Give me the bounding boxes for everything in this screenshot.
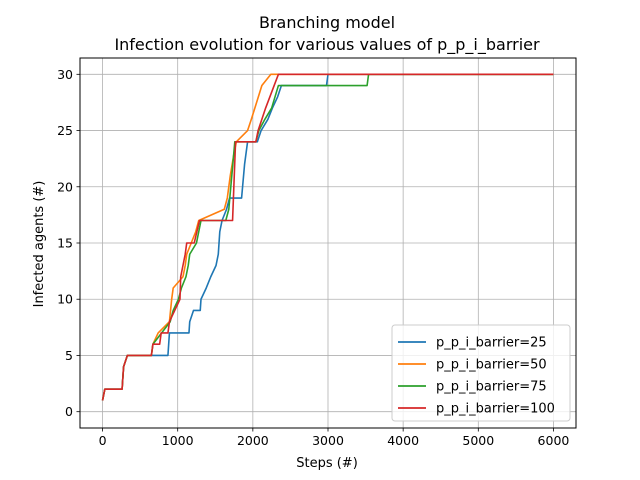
legend-label: p_p_i_barrier=100 xyxy=(436,402,555,417)
y-tick-label: 5 xyxy=(65,348,73,363)
legend-label: p_p_i_barrier=25 xyxy=(436,336,547,351)
y-axis-label: Infected agents (#) xyxy=(32,181,47,308)
x-tick-label: 2000 xyxy=(237,433,269,448)
chart-title: Branching model xyxy=(259,13,395,32)
x-tick-label: 3000 xyxy=(312,433,344,448)
legend-box xyxy=(391,324,571,422)
y-tick-label: 25 xyxy=(57,123,73,138)
series-line-1 xyxy=(101,73,554,401)
y-tick-label: 10 xyxy=(57,292,73,307)
x-tick-label: 0 xyxy=(99,433,107,448)
plot-series xyxy=(101,73,554,401)
x-tick-label: 5000 xyxy=(462,433,494,448)
x-tick-label: 1000 xyxy=(162,433,194,448)
legend-label: p_p_i_barrier=75 xyxy=(436,380,547,395)
series-line-4 xyxy=(101,73,554,401)
y-tick-label: 15 xyxy=(57,236,73,251)
legend: p_p_i_barrier=25 p_p_i_barrier=50 p_p_i_ba… xyxy=(391,324,571,422)
y-tick-label: 0 xyxy=(65,404,73,419)
x-axis-label: Steps (#) xyxy=(296,456,358,471)
chart-subtitle: Infection evolution for various values o… xyxy=(114,35,540,55)
x-tick-label: 4000 xyxy=(387,433,419,448)
legend-label: p_p_i_barrier=50 xyxy=(436,358,547,373)
x-tick-label: 6000 xyxy=(538,433,570,448)
axis-ticks: 0 1000 2000 3000 4000 5000 6000 0 5 10 15 20 25 30 xyxy=(57,67,569,448)
y-tick-label: 20 xyxy=(57,179,73,194)
y-tick-label: 30 xyxy=(57,67,73,82)
